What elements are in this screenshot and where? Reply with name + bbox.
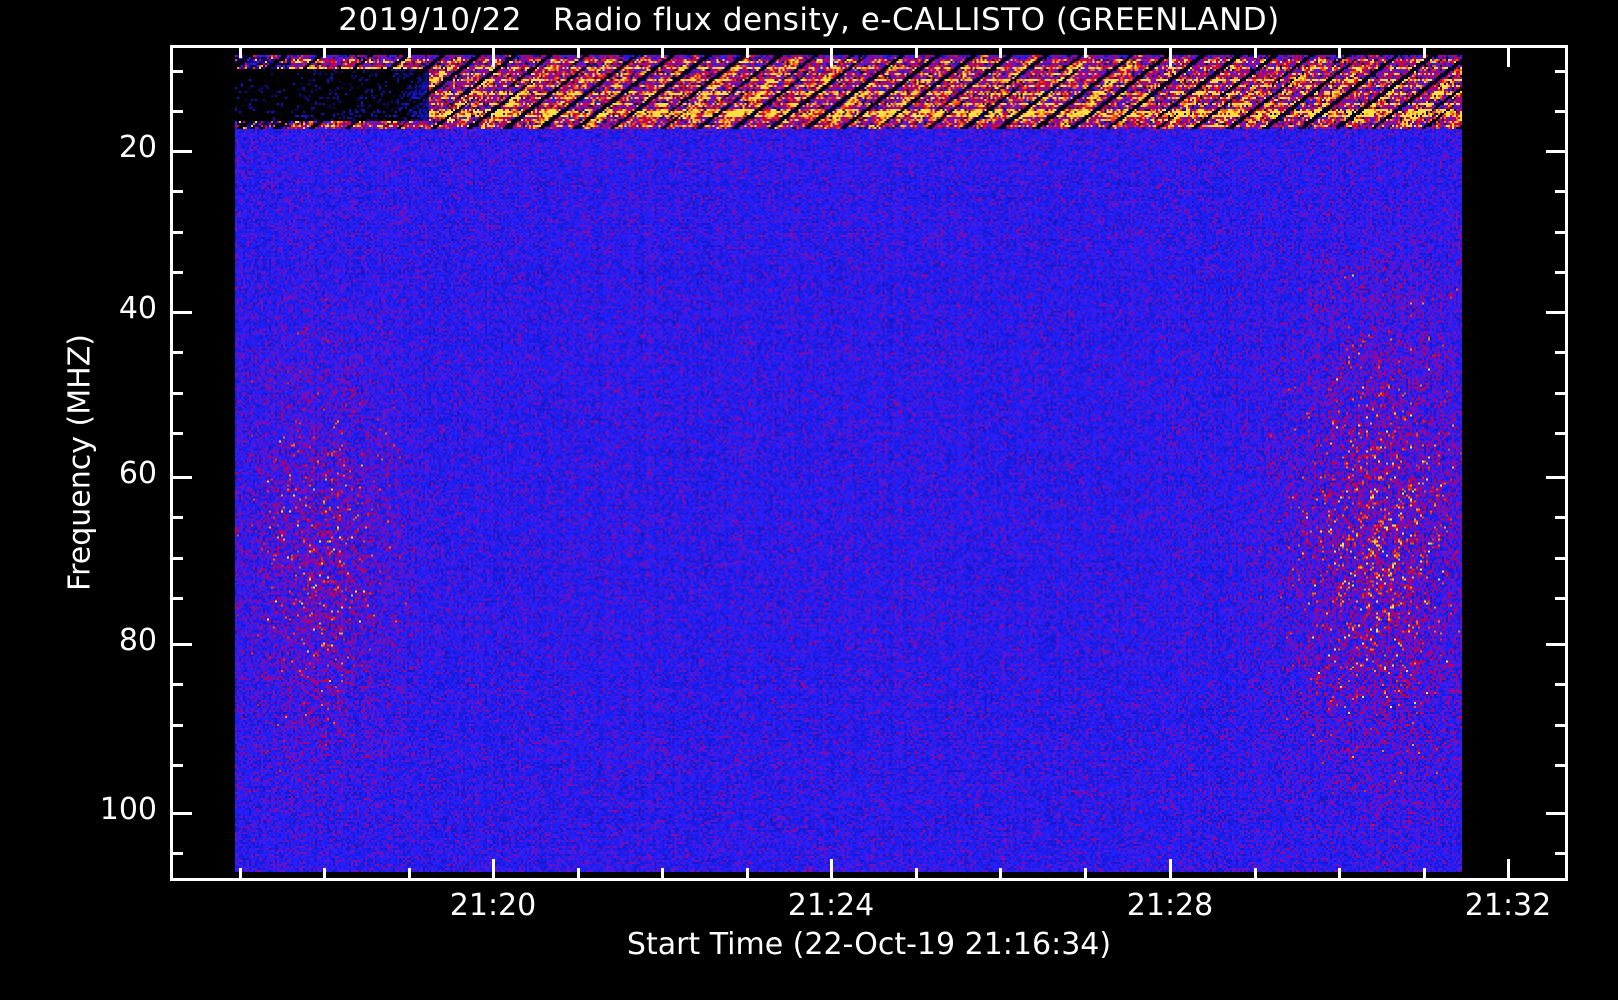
y-tick-major-right: [1546, 812, 1568, 815]
x-tick-label: 21:32: [1464, 888, 1552, 923]
x-tick-minor-top: [1253, 45, 1257, 58]
y-tick-minor: [170, 230, 183, 234]
y-tick-minor-right: [1555, 596, 1568, 600]
x-tick-label: 21:24: [787, 888, 875, 923]
x-tick-minor: [1083, 868, 1087, 881]
y-tick-minor-right: [1555, 723, 1568, 727]
x-tick-major-top: [1507, 45, 1510, 67]
y-tick-minor: [170, 763, 183, 767]
x-axis-title: Start Time (22-Oct-19 21:16:34): [626, 927, 1112, 962]
y-tick-minor: [170, 109, 183, 113]
x-tick-label: 21:20: [449, 888, 537, 923]
y-tick-minor-right: [1555, 109, 1568, 113]
y-tick-minor-right: [1555, 230, 1568, 234]
y-tick-label: 60: [118, 456, 157, 491]
y-tick-major: [170, 311, 192, 314]
y-tick-label: 100: [99, 792, 157, 827]
x-tick-minor-top: [999, 45, 1002, 58]
y-tick-label: 40: [118, 291, 157, 326]
y-tick-minor-right: [1555, 852, 1568, 856]
y-tick-minor-right: [1555, 351, 1568, 355]
page-title: 2019/10/22 Radio flux density, e-CALLIST…: [338, 2, 1280, 38]
x-tick-minor: [914, 868, 918, 881]
x-tick-minor: [407, 868, 411, 881]
x-tick-minor-top: [1338, 45, 1341, 58]
x-tick-major-top: [492, 45, 495, 67]
x-tick-minor-top: [407, 45, 411, 58]
x-tick-minor-top: [1422, 45, 1426, 58]
x-tick-minor-top: [661, 45, 664, 58]
y-tick-major-right: [1546, 643, 1568, 646]
x-tick-minor: [238, 868, 242, 881]
y-tick-minor: [170, 431, 183, 435]
x-tick-minor-top: [323, 45, 326, 58]
x-tick-major: [830, 859, 833, 881]
x-tick-major-top: [830, 45, 833, 67]
y-tick-major: [170, 476, 192, 479]
x-tick-minor: [661, 868, 664, 881]
x-tick-minor: [745, 868, 749, 881]
y-tick-minor: [170, 69, 183, 73]
x-tick-major: [1169, 859, 1172, 881]
y-tick-minor-right: [1555, 190, 1568, 194]
y-tick-major: [170, 643, 192, 646]
x-tick-minor: [576, 868, 580, 881]
y-tick-minor: [170, 683, 183, 687]
y-tick-major: [170, 812, 192, 815]
y-tick-label: 20: [118, 130, 157, 165]
y-tick-minor: [170, 516, 183, 520]
y-tick-minor-right: [1555, 556, 1568, 560]
x-tick-minor-top: [576, 45, 580, 58]
y-tick-major-right: [1546, 476, 1568, 479]
y-tick-minor: [170, 391, 183, 395]
y-tick-minor-right: [1555, 516, 1568, 520]
y-tick-minor: [170, 351, 183, 355]
x-tick-major: [492, 859, 495, 881]
x-tick-minor-top: [914, 45, 918, 58]
y-tick-minor-right: [1555, 683, 1568, 687]
y-tick-minor-right: [1555, 431, 1568, 435]
y-tick-major: [170, 150, 192, 153]
x-tick-minor-top: [238, 45, 242, 58]
y-tick-minor-right: [1555, 69, 1568, 73]
x-tick-minor: [1338, 868, 1341, 881]
x-tick-label: 21:28: [1126, 888, 1214, 923]
y-tick-minor-right: [1555, 763, 1568, 767]
x-tick-major: [1507, 859, 1510, 881]
y-tick-major-right: [1546, 311, 1568, 314]
spectrogram-image: [235, 55, 1462, 872]
x-tick-minor-top: [1083, 45, 1087, 58]
x-tick-minor: [999, 868, 1002, 881]
y-tick-minor: [170, 190, 183, 194]
y-tick-minor: [170, 723, 183, 727]
y-tick-label: 80: [118, 623, 157, 658]
y-tick-minor: [170, 270, 183, 274]
y-tick-minor: [170, 596, 183, 600]
x-tick-minor: [323, 868, 326, 881]
y-tick-minor: [170, 556, 183, 560]
y-tick-minor-right: [1555, 270, 1568, 274]
y-tick-major-right: [1546, 150, 1568, 153]
x-tick-major-top: [1169, 45, 1172, 67]
y-tick-minor-right: [1555, 391, 1568, 395]
x-tick-minor: [1422, 868, 1426, 881]
x-tick-minor-top: [745, 45, 749, 58]
x-tick-minor: [1253, 868, 1257, 881]
y-tick-minor: [170, 852, 183, 856]
